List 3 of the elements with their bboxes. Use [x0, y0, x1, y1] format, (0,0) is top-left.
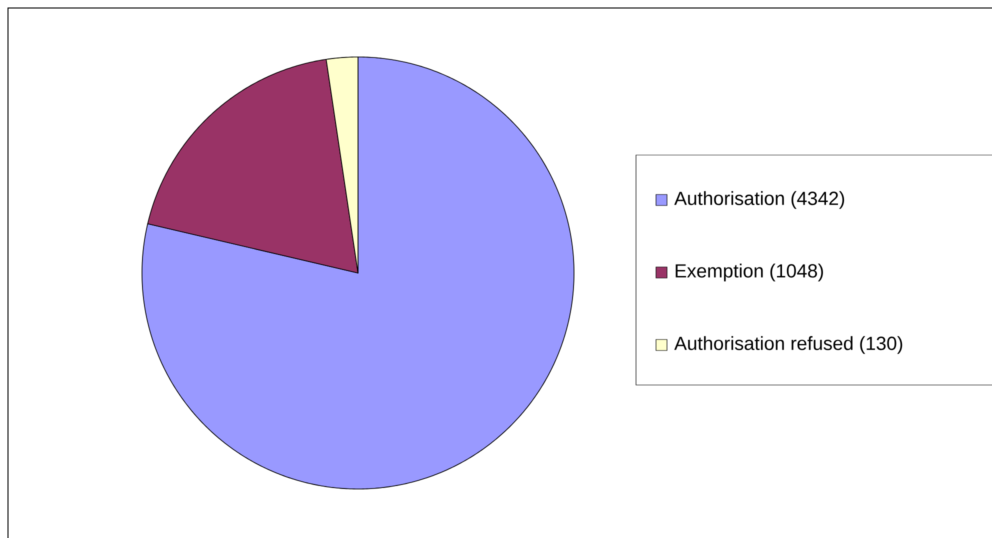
legend-label: Exemption (1048) — [676, 264, 823, 282]
legend-label: Authorisation refused (130) — [674, 336, 902, 354]
legend-label: Authorisation (4342) — [674, 191, 844, 209]
